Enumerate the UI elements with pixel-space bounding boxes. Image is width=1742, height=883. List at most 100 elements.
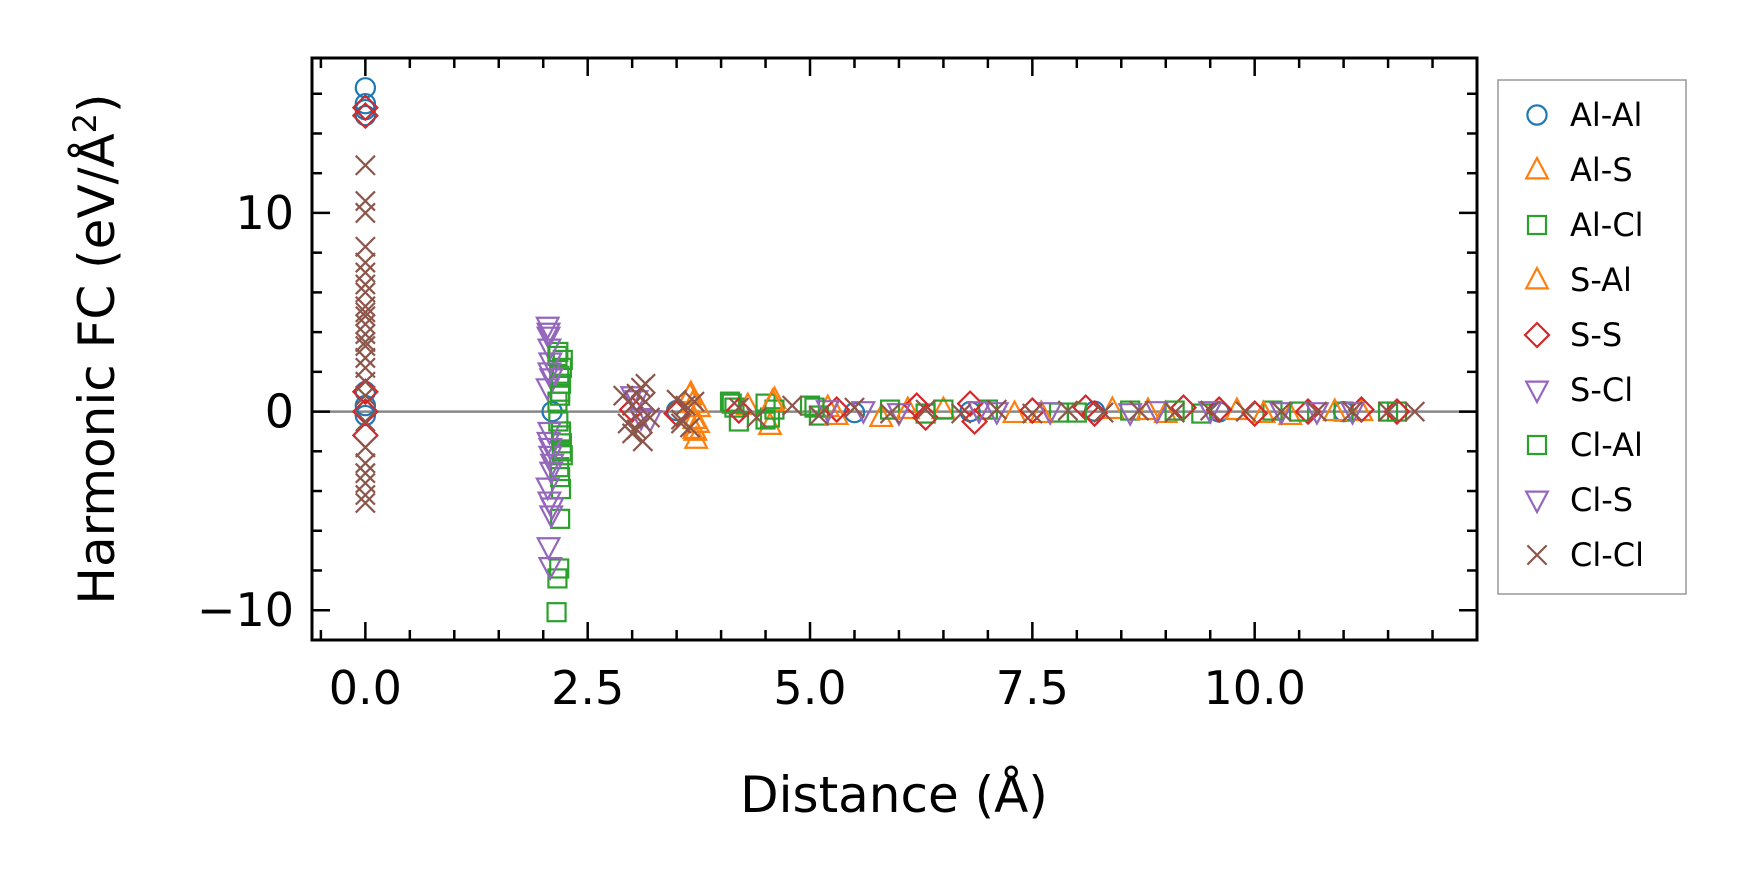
point-S-Al-8	[1250, 399, 1277, 424]
point-Cl-Cl-23	[354, 282, 376, 303]
point-S-S-6	[663, 400, 691, 428]
point-Cl-S-10	[1304, 402, 1330, 426]
point-S-Al-2	[685, 409, 711, 433]
point-Cl-Cl-21	[354, 484, 376, 506]
legend-item-Cl-S: Cl-S	[1524, 481, 1633, 519]
legend-marker-Al-Cl	[1526, 214, 1548, 236]
axis-ticks	[312, 58, 1477, 640]
legend-marker-Cl-Al	[1526, 434, 1548, 456]
legend-marker-Al-Al	[1526, 104, 1548, 126]
legend-label: S-S	[1570, 316, 1622, 354]
series-Cl-Cl	[354, 154, 1426, 514]
point-Cl-Cl-28	[621, 395, 643, 416]
point-Cl-Cl-12	[354, 347, 376, 369]
point-Cl-Cl-4	[354, 252, 376, 273]
y-axis-label: Harmonic FC (eV/Å2)	[66, 93, 126, 604]
point-Cl-Cl-0	[354, 154, 376, 176]
point-Cl-S-0	[535, 322, 562, 347]
point-Cl-Cl-42	[684, 391, 705, 413]
legend-label: Al-Cl	[1570, 206, 1644, 244]
point-Al-Al-2	[354, 104, 377, 127]
point-S-Cl-21	[1117, 403, 1143, 427]
point-Cl-Cl-38	[666, 389, 687, 411]
point-Cl-Cl-59	[1235, 401, 1257, 422]
point-Cl-Al-0	[547, 345, 568, 367]
tick-labels: 0.0 2.5 5.0 7.5 10.0 −10 0 10	[197, 186, 1306, 715]
point-Cl-Cl-18	[354, 452, 376, 474]
point-Cl-Al-1	[550, 425, 572, 446]
point-S-Al-9	[1322, 397, 1348, 422]
x-axis-label: Distance (Å)	[740, 766, 1048, 824]
legend-marker-S-S	[1523, 321, 1551, 349]
point-Cl-Cl-57	[1164, 402, 1186, 423]
point-Cl-S-3	[538, 461, 564, 486]
y-axis-label-close: )	[68, 93, 126, 113]
series-Al-Cl	[546, 341, 1408, 623]
point-Cl-Cl-46	[781, 395, 803, 416]
point-Cl-Cl-62	[1342, 401, 1363, 422]
point-Cl-Cl-15	[354, 385, 376, 407]
y-axis-label-superscript: 2	[66, 113, 104, 133]
point-Al-Cl-4	[550, 478, 572, 500]
point-Cl-Cl-22	[354, 492, 376, 514]
point-Al-Cl-18	[719, 391, 741, 412]
point-Cl-Cl-64	[1404, 401, 1426, 422]
point-S-Cl-12	[538, 505, 564, 530]
point-Cl-Cl-58	[1199, 400, 1221, 421]
point-S-Cl-2	[536, 338, 563, 363]
point-Al-Cl-0	[546, 602, 567, 623]
legend-label: Al-S	[1570, 151, 1633, 189]
legend-label: S-Al	[1570, 261, 1632, 299]
scatter-marks	[351, 77, 1426, 623]
x-tick-label: 5.0	[773, 661, 846, 715]
point-S-S-0	[351, 94, 379, 122]
point-Cl-Cl-25	[354, 331, 376, 353]
point-Cl-Cl-48	[844, 397, 865, 418]
point-Cl-Cl-55	[1093, 402, 1114, 423]
point-Cl-Cl-61	[1306, 401, 1328, 422]
legend-label: Cl-Al	[1570, 426, 1643, 464]
series-S-S	[351, 94, 1411, 449]
point-Cl-Al-9	[1164, 400, 1185, 421]
legend-marker-S-Cl	[1524, 380, 1550, 405]
point-S-Cl-23	[1268, 402, 1294, 426]
point-S-S-11	[956, 390, 984, 418]
point-Cl-Al-2	[550, 385, 571, 406]
point-S-S-8	[823, 396, 851, 424]
legend-label: Al-Al	[1570, 96, 1642, 134]
point-Cl-Cl-50	[915, 399, 937, 420]
point-Cl-Cl-63	[1377, 401, 1399, 422]
point-S-S-19	[1294, 398, 1322, 426]
legend-item-Al-Cl: Al-Cl	[1526, 206, 1644, 244]
legend-label: Cl-S	[1570, 481, 1633, 519]
point-S-S-17	[1205, 396, 1233, 424]
point-S-Cl-13	[535, 537, 562, 561]
legend-item-S-S: S-S	[1523, 316, 1622, 354]
point-Cl-S-1	[536, 362, 563, 387]
legend-item-Cl-Al: Cl-Al	[1526, 426, 1643, 464]
y-axis-label-main: Harmonic FC (eV/Å	[68, 133, 126, 604]
legend-frame	[1497, 79, 1687, 595]
y-tick-label: 10	[235, 186, 294, 240]
point-Cl-Cl-43	[670, 413, 692, 434]
point-S-S-21	[1383, 398, 1411, 426]
point-Cl-Cl-31	[632, 430, 654, 452]
point-Cl-Cl-37	[635, 373, 656, 395]
legend-label: Cl-Cl	[1570, 536, 1644, 574]
point-Al-S-12	[1001, 399, 1028, 424]
point-Cl-Cl-60	[1270, 401, 1292, 422]
point-Cl-S-2	[537, 437, 563, 462]
series-S-Cl	[535, 316, 1366, 581]
point-Al-Cl-11	[547, 391, 568, 412]
point-Al-Al-5	[354, 404, 377, 427]
point-Cl-Cl-44	[728, 397, 750, 418]
point-Cl-Cl-51	[950, 403, 972, 424]
legend-item-Al-S: Al-S	[1524, 151, 1633, 189]
point-Cl-Cl-52	[986, 399, 1008, 420]
point-Cl-Cl-45	[746, 407, 768, 428]
legend-item-S-Cl: S-Cl	[1524, 371, 1633, 409]
point-Cl-Cl-6	[354, 274, 376, 295]
legend-item-Cl-Cl: Cl-Cl	[1526, 536, 1644, 574]
point-Cl-Al-8	[1066, 402, 1087, 423]
point-Cl-S-8	[984, 402, 1010, 426]
